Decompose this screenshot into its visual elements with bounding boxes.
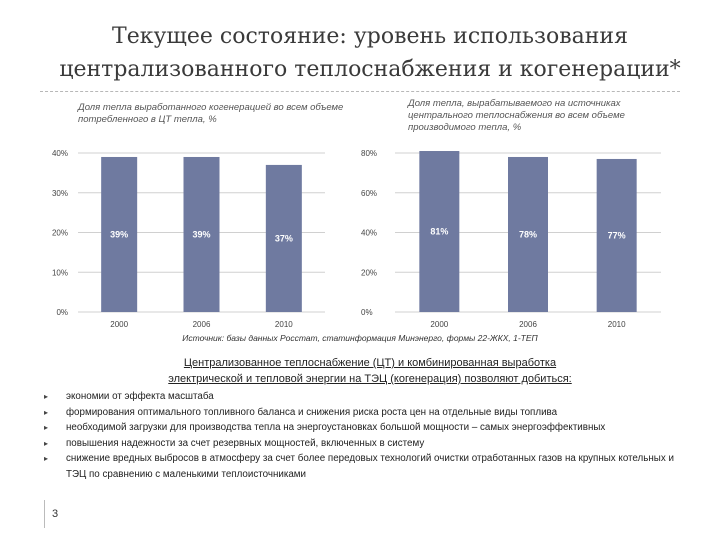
x-tick-label: 2010 — [275, 320, 293, 329]
benefits-heading-line-1: Централизованное теплоснабжение (ЦТ) и к… — [183, 357, 557, 369]
benefits-heading-line-2: электрической и тепловой энергии на ТЭЦ … — [168, 373, 572, 385]
triangle-bullet-icon: ▸ — [44, 392, 49, 401]
y-tick-label: 10% — [52, 268, 68, 277]
page-number: 3 — [52, 508, 59, 520]
footer-rule — [44, 500, 46, 528]
y-tick-label: 20% — [361, 268, 377, 277]
benefit-text: экономии от эффекта масштаба — [66, 391, 214, 402]
x-tick-label: 2010 — [608, 320, 626, 329]
benefit-text: формирования оптимального топливного бал… — [66, 406, 558, 418]
triangle-bullet-icon: ▸ — [44, 423, 49, 432]
right-chart-title: Доля тепла, вырабатываемого на источника… — [408, 98, 625, 133]
benefit-item: ▸ повышения надежности за счет резервных … — [44, 436, 694, 452]
y-tick-label: 40% — [361, 229, 377, 238]
benefits-heading: Централизованное теплоснабжение (ЦТ) и к… — [110, 355, 630, 387]
benefit-item: ▸ формирования оптимального топливного ба… — [44, 405, 694, 421]
y-tick-label: 30% — [52, 189, 68, 198]
cogeneration-share-chart: 0% 10% 20% 30% 40% 39% 2000 39% 2006 37% 2010 — [52, 149, 325, 329]
bar — [508, 156, 548, 312]
triangle-bullet-icon: ▸ — [44, 438, 49, 448]
y-tick-label: 20% — [52, 229, 68, 238]
left-chart-title: Доля тепла выработанного когенерацией во… — [78, 102, 344, 125]
bar-value-label: 77% — [608, 230, 626, 240]
bar — [183, 156, 220, 312]
benefit-text: необходимой загрузки для производства те… — [66, 422, 606, 433]
bar-value-label: 37% — [275, 233, 293, 243]
district-heating-share-chart: 0% 20% 40% 60% 80% 81% 2000 78% 2006 77% 2010 — [361, 149, 661, 329]
slide-title-line-1: Текущее состояние: уровень использования — [112, 24, 628, 49]
bar-value-label: 39% — [110, 229, 128, 239]
title-divider — [40, 91, 680, 92]
y-tick-label: 40% — [52, 149, 68, 158]
benefits-list: ▸ экономии от эффекта масштаба ▸ формирова… — [44, 389, 694, 482]
y-tick-label: 0% — [56, 308, 68, 317]
bar — [101, 156, 138, 312]
y-tick-label: 80% — [361, 149, 377, 158]
bar-value-label: 81% — [430, 227, 448, 237]
bar-value-label: 78% — [519, 229, 537, 239]
bar — [596, 158, 637, 312]
benefit-text: снижение вредных выбросов в атмосферу за… — [66, 453, 674, 480]
triangle-bullet-icon: ▸ — [44, 407, 49, 417]
y-tick-label: 0% — [361, 308, 373, 317]
benefit-item: ▸ снижение вредных выбросов в атмосферу з… — [44, 451, 694, 482]
benefit-item: ▸ экономии от эффекта масштаба — [44, 389, 694, 405]
x-tick-label: 2000 — [110, 320, 128, 329]
slide-title-line-2: централизованного теплоснабжения и коген… — [59, 57, 681, 82]
bar-value-label: 39% — [192, 229, 210, 239]
x-tick-label: 2006 — [193, 320, 211, 329]
benefit-text: повышения надежности за счет резервных м… — [66, 437, 425, 449]
bar — [419, 151, 460, 312]
triangle-bullet-icon: ▸ — [44, 454, 49, 463]
source-note: Источник: базы данных Росстат, статинфор… — [182, 333, 538, 343]
x-tick-label: 2006 — [519, 320, 537, 329]
slide-title: Текущее состояние: уровень использования… — [40, 20, 700, 86]
x-tick-label: 2000 — [430, 320, 448, 329]
bar — [265, 164, 302, 312]
benefit-item: ▸ необходимой загрузки для производства т… — [44, 420, 694, 436]
y-tick-label: 60% — [361, 189, 377, 198]
